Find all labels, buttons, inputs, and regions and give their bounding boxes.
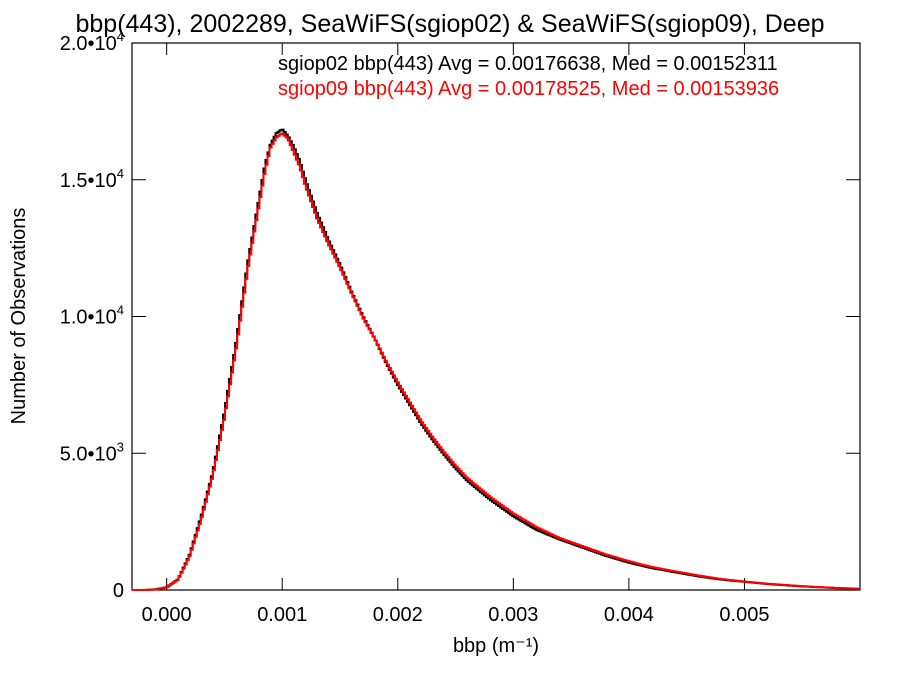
x-tick-label: 0.000	[142, 604, 192, 626]
x-tick-label: 0.001	[257, 604, 307, 626]
x-axis: 0.000 0.001 0.002 0.003 0.004 0.005	[142, 43, 769, 626]
y-tick-label: 2.0•104	[60, 29, 124, 55]
x-tick-label: 0.005	[719, 604, 769, 626]
series-line-1	[132, 128, 860, 591]
plot-area: 0.000 0.001 0.002 0.003 0.004 0.005 0 5.0•103 1…	[60, 29, 861, 626]
x-tick-label: 0.002	[373, 604, 423, 626]
y-axis: 0 5.0•103 1.0•104 1.5•104 2.0•104	[60, 29, 860, 602]
legend-entry-sgiop02: sgiop02 bbp(443) Avg = 0.00176638, Med =…	[278, 53, 778, 75]
y-tick-label: 5.0•103	[60, 439, 124, 465]
y-tick-label: 0	[113, 580, 124, 602]
x-axis-label: bbp (m⁻¹)	[453, 635, 539, 657]
series-layer	[132, 128, 860, 591]
series-line-2	[132, 132, 860, 591]
y-axis-label: Number of Observations	[8, 208, 30, 425]
legend-entry-sgiop09: sgiop09 bbp(443) Avg = 0.00178525, Med =…	[278, 78, 779, 100]
chart-title: bbp(443), 2002289, SeaWiFS(sgiop02) & Se…	[75, 10, 824, 38]
y-tick-label: 1.5•104	[60, 166, 124, 192]
x-tick-label: 0.003	[488, 604, 538, 626]
x-tick-label: 0.004	[604, 604, 654, 626]
y-tick-label: 1.0•104	[60, 303, 124, 329]
